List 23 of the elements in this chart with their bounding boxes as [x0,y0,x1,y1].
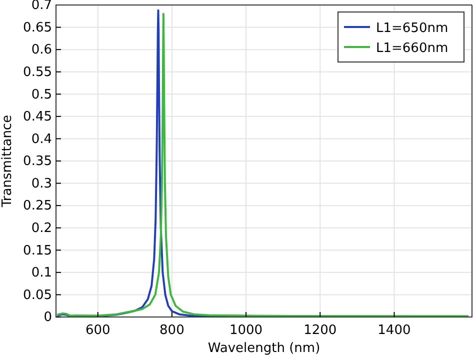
y-tick-label: 0.25 [23,198,52,214]
x-tick-label: 800 [160,323,184,338]
legend-label: L1=660nm [376,41,448,56]
y-tick-label: 0.3 [31,176,52,192]
y-tick-label: 0.4 [31,132,52,147]
x-tick-label: 1200 [304,323,337,338]
legend-label: L1=650nm [376,21,448,36]
y-axis-title: Transmittance [0,114,15,208]
y-tick-label: 0.05 [23,288,52,303]
y-tick-label: 0.45 [23,110,52,125]
y-tick-label: 0.2 [31,221,52,236]
y-tick-label: 0 [44,310,52,326]
x-tick-label: 600 [85,323,110,338]
y-tick-label: 0.6 [31,42,52,58]
y-tick-label: 0.5 [31,87,52,102]
x-axis-title: Wavelength (nm) [208,341,320,355]
y-tick-label: 0.55 [23,65,52,80]
y-tick-label: 0.15 [23,243,52,258]
x-tick-label: 1000 [229,323,263,338]
y-tick-label: 0.35 [23,154,52,170]
x-tick-label: 1400 [378,323,411,338]
y-tick-label: 0.65 [23,20,52,36]
y-tick-label: 0.1 [31,266,52,281]
